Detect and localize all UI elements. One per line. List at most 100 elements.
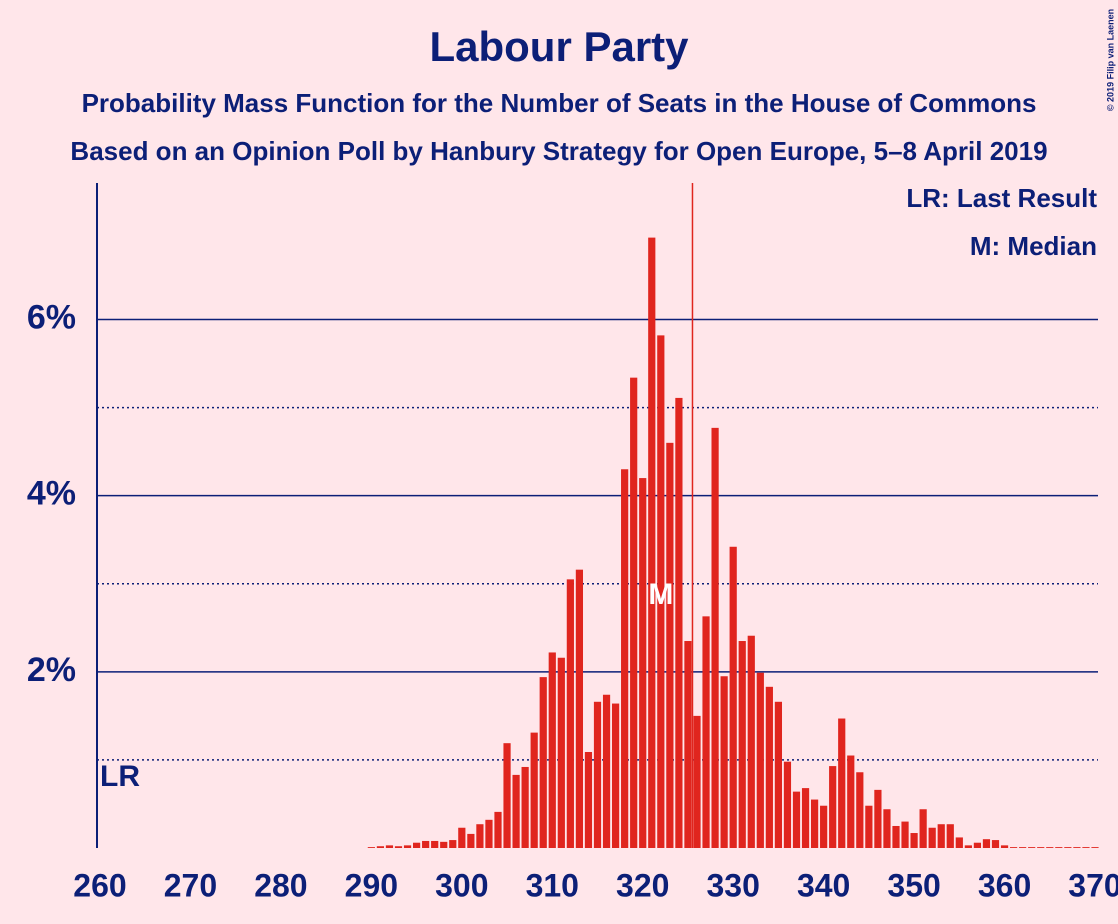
chart-title: Labour Party bbox=[429, 23, 689, 70]
bar bbox=[982, 839, 991, 848]
last-result-label: LR bbox=[100, 760, 140, 793]
bar bbox=[928, 827, 936, 848]
bar bbox=[874, 789, 882, 848]
bar bbox=[440, 841, 448, 848]
bar bbox=[630, 377, 638, 848]
bar bbox=[1028, 847, 1036, 848]
x-tick-label: 330 bbox=[706, 867, 759, 903]
bar bbox=[937, 824, 945, 848]
bar bbox=[385, 845, 394, 848]
bar bbox=[521, 766, 529, 848]
bar bbox=[376, 846, 385, 848]
x-tick-label: 280 bbox=[254, 867, 307, 903]
bar bbox=[702, 616, 710, 848]
bar bbox=[639, 478, 647, 848]
bar bbox=[783, 761, 792, 848]
legend-entry: LR: Last Result bbox=[906, 183, 1097, 213]
x-tick-label: 260 bbox=[73, 867, 126, 903]
chart-subtitle: Based on an Opinion Poll by Hanbury Stra… bbox=[70, 136, 1047, 166]
bar bbox=[548, 652, 556, 848]
bar bbox=[955, 837, 963, 848]
x-tick-label: 290 bbox=[345, 867, 398, 903]
bar bbox=[611, 703, 620, 848]
bar bbox=[1091, 847, 1099, 848]
bar bbox=[1037, 847, 1045, 848]
bar bbox=[1073, 847, 1081, 848]
chart-subtitle: Probability Mass Function for the Number… bbox=[82, 88, 1037, 118]
bar bbox=[901, 821, 909, 848]
bar bbox=[729, 546, 737, 848]
bar bbox=[765, 686, 773, 848]
bar bbox=[684, 641, 692, 848]
bar bbox=[494, 811, 502, 848]
y-tick-label: 2% bbox=[27, 651, 76, 689]
bar bbox=[1009, 847, 1018, 848]
x-tick-label: 350 bbox=[887, 867, 940, 903]
bar bbox=[801, 788, 810, 848]
bar bbox=[720, 676, 728, 848]
bar bbox=[602, 694, 611, 848]
bar bbox=[584, 751, 593, 848]
bar bbox=[593, 701, 602, 848]
x-tick-label: 340 bbox=[797, 867, 850, 903]
bar bbox=[774, 701, 783, 848]
bar bbox=[1064, 847, 1072, 848]
bar bbox=[1082, 847, 1090, 848]
bar bbox=[1055, 847, 1063, 848]
bar bbox=[1019, 847, 1027, 848]
bar bbox=[693, 715, 701, 848]
bar bbox=[557, 657, 565, 848]
bar bbox=[865, 805, 873, 848]
bar bbox=[711, 427, 719, 848]
y-tick-label: 4% bbox=[27, 475, 76, 513]
x-tick-label: 370 bbox=[1068, 867, 1118, 903]
bar bbox=[1000, 845, 1009, 848]
y-tick-label: 6% bbox=[27, 299, 76, 337]
bar bbox=[810, 799, 819, 848]
bar bbox=[675, 397, 683, 848]
legend-entry: M: Median bbox=[970, 231, 1097, 261]
x-tick-label: 300 bbox=[435, 867, 488, 903]
bar bbox=[485, 819, 493, 848]
bar bbox=[792, 791, 801, 848]
bar bbox=[946, 824, 954, 848]
bar bbox=[503, 743, 511, 848]
bar bbox=[883, 809, 891, 848]
bar bbox=[847, 755, 855, 848]
bar bbox=[666, 442, 674, 848]
bar bbox=[467, 833, 475, 848]
bar bbox=[747, 635, 755, 848]
bar bbox=[422, 840, 430, 848]
x-tick-label: 360 bbox=[978, 867, 1031, 903]
bar bbox=[530, 732, 538, 848]
median-label: M bbox=[648, 578, 673, 611]
bar bbox=[991, 840, 1000, 848]
bar bbox=[621, 469, 629, 848]
bar bbox=[476, 824, 484, 848]
bar bbox=[566, 579, 574, 848]
bar bbox=[756, 672, 764, 848]
bar bbox=[964, 845, 972, 848]
bar bbox=[910, 833, 918, 848]
bar bbox=[403, 845, 412, 848]
bar bbox=[738, 641, 746, 848]
bar bbox=[973, 842, 982, 848]
bar bbox=[838, 718, 846, 848]
copyright: © 2019 Filip van Laenen bbox=[1105, 9, 1115, 111]
bar bbox=[892, 825, 900, 848]
bar bbox=[458, 827, 466, 848]
bar bbox=[539, 677, 547, 848]
bar bbox=[449, 840, 457, 848]
bar bbox=[820, 805, 828, 848]
bar bbox=[412, 842, 421, 848]
bar bbox=[648, 237, 656, 849]
bar bbox=[512, 774, 520, 848]
x-tick-label: 270 bbox=[164, 867, 217, 903]
bar bbox=[919, 809, 927, 848]
x-tick-label: 310 bbox=[526, 867, 579, 903]
bar bbox=[575, 569, 584, 848]
bar bbox=[1046, 847, 1054, 848]
bar bbox=[856, 772, 864, 848]
bar bbox=[431, 840, 439, 848]
